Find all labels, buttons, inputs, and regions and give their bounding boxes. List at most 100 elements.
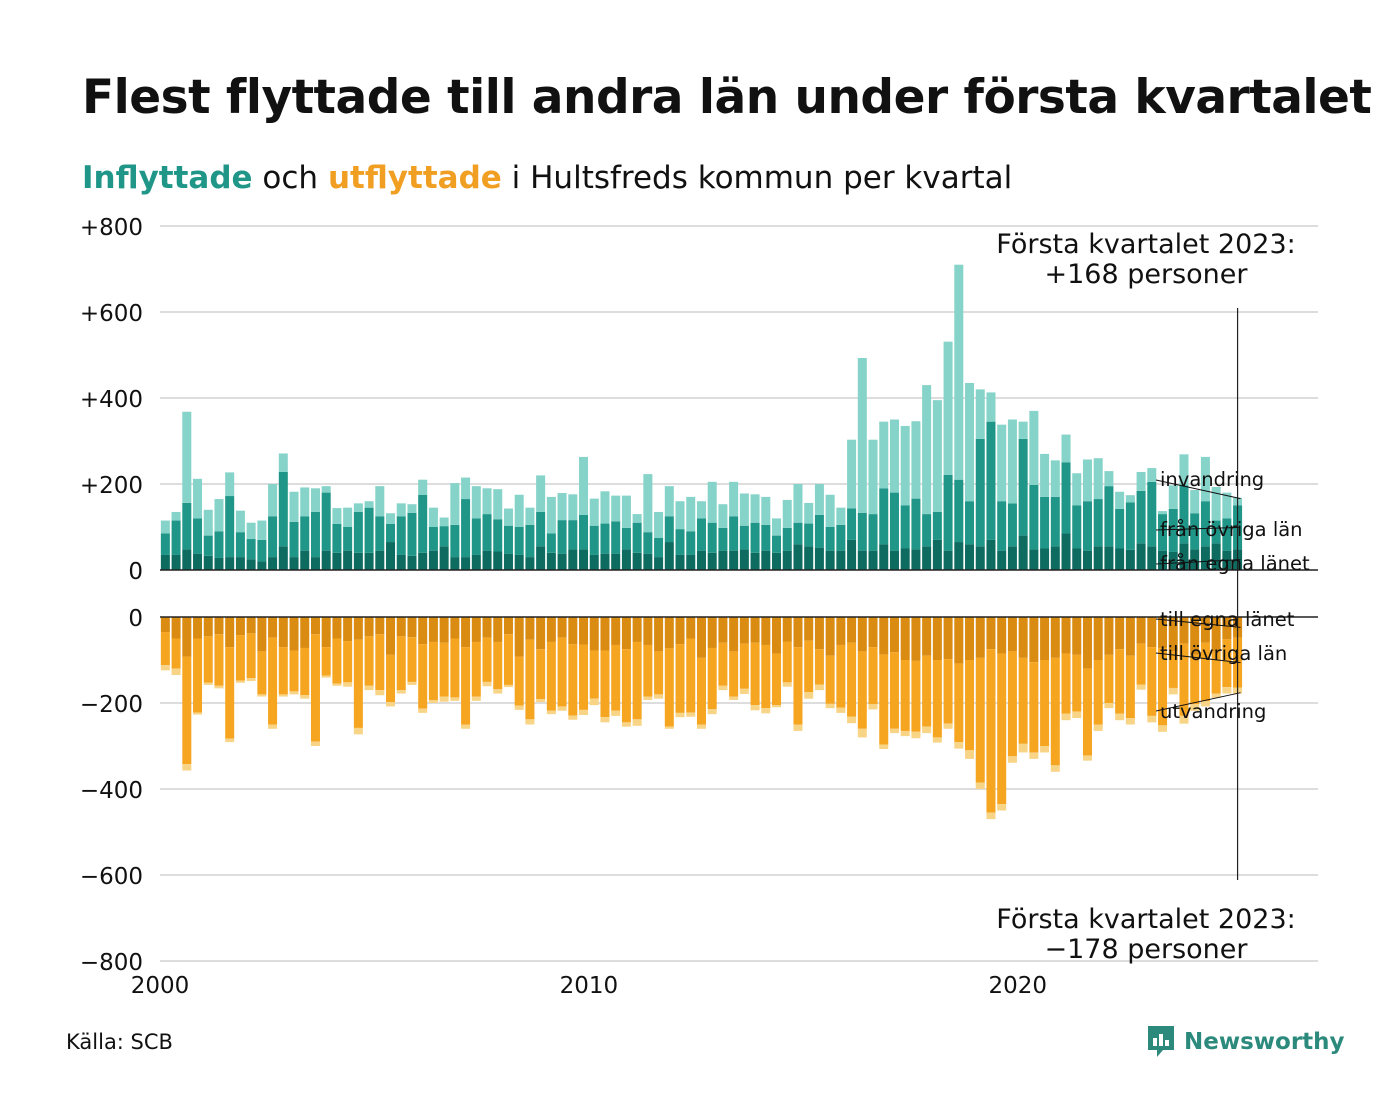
bar-in-segment (203, 555, 213, 570)
bar-out-segment (1082, 668, 1092, 756)
bar-in-segment (932, 511, 942, 540)
bar-out-segment (932, 737, 942, 743)
bar-out-segment (739, 617, 749, 644)
bar-in-segment (1179, 543, 1189, 570)
bar-out-segment (868, 704, 878, 710)
bar-in-segment (246, 539, 256, 560)
bar-in-segment (857, 512, 867, 551)
bar-in-segment (621, 527, 631, 550)
bar-out-segment (1190, 617, 1200, 655)
bar-in-segment (686, 531, 696, 555)
bar-in-segment (900, 548, 910, 570)
bar-in-segment (514, 494, 524, 527)
bar-out-segment (975, 617, 985, 658)
bar-in-segment (203, 535, 213, 556)
bar-out-segment (364, 636, 374, 686)
bar-out-segment (922, 655, 932, 727)
y-tick-label-bottom: −600 (80, 864, 143, 890)
bar-in-segment (225, 472, 235, 497)
bar-out-segment (1072, 711, 1082, 719)
bar-out-segment (793, 647, 803, 725)
bar-out-segment (761, 644, 771, 709)
bar-in-segment (278, 546, 288, 570)
bar-in-segment (965, 501, 975, 545)
bar-out-segment (568, 715, 578, 720)
bar-out-segment (278, 694, 288, 697)
bar-in-segment (471, 554, 481, 570)
bar-in-segment (879, 421, 889, 489)
bar-out-segment (193, 638, 203, 713)
bar-in-segment (1050, 546, 1060, 570)
bar-out-segment (1158, 725, 1168, 732)
bar-in-segment (193, 553, 203, 570)
bar-out-segment (1125, 655, 1135, 719)
bar-out-segment (482, 637, 492, 682)
bar-out-segment (428, 699, 438, 703)
bar-out-segment (1222, 639, 1232, 688)
bar-out-segment (1018, 657, 1028, 744)
bar-out-segment (386, 702, 396, 707)
bar-out-segment (171, 638, 181, 669)
bar-out-segment (857, 728, 867, 738)
bar-in-segment (418, 494, 428, 553)
bar-out-segment (300, 617, 310, 648)
bar-in-segment (353, 503, 363, 512)
bar-out-segment (900, 660, 910, 731)
bar-in-segment (1061, 434, 1071, 463)
bar-in-segment (375, 486, 385, 517)
bar-in-segment (257, 539, 267, 562)
bar-out-segment (193, 617, 203, 639)
bar-out-segment (1061, 617, 1071, 654)
bar-in-segment (793, 484, 803, 523)
bar-in-segment (546, 533, 556, 553)
bar-in-segment (696, 518, 706, 551)
bar-out-segment (289, 691, 299, 695)
bar-in-segment (503, 525, 513, 554)
bar-out-segment (525, 639, 535, 720)
bar-in-segment (514, 527, 524, 555)
bar-out-segment (847, 617, 857, 643)
bar-in-segment (235, 532, 245, 558)
bar-out-segment (718, 617, 728, 643)
bar-in-segment (428, 527, 438, 551)
bar-out-segment (257, 651, 267, 695)
bar-in-segment (1082, 501, 1092, 551)
bar-out-segment (825, 617, 835, 656)
bar-out-segment (611, 644, 621, 711)
bar-in-segment (289, 491, 299, 522)
bar-in-segment (889, 419, 899, 493)
bar-in-segment (289, 521, 299, 558)
bar-out-segment (879, 744, 889, 750)
bar-in-segment (557, 493, 567, 521)
bar-in-segment (503, 508, 513, 526)
bar-in-segment (772, 535, 782, 553)
bar-in-segment (557, 520, 567, 554)
bar-in-segment (1115, 548, 1125, 570)
bar-out-segment (814, 684, 824, 691)
bar-out-segment (911, 731, 921, 739)
bar-in-segment (1029, 549, 1039, 570)
bar-in-segment (814, 484, 824, 515)
series-label-bottom: utvandring (1160, 700, 1266, 723)
bar-in-segment (268, 557, 278, 570)
bar-out-segment (632, 617, 642, 642)
bar-out-segment (225, 647, 235, 739)
bar-out-segment (418, 617, 428, 645)
y-tick-label-top: 0 (128, 559, 143, 585)
bar-out-segment (321, 675, 331, 678)
bar-in-segment (997, 550, 1007, 570)
bar-in-segment (171, 511, 181, 521)
bar-out-segment (621, 649, 631, 723)
bar-in-segment (1104, 486, 1114, 547)
bar-in-segment (696, 550, 706, 570)
y-tick-label-bottom: 0 (128, 606, 143, 632)
bar-out-segment (182, 617, 192, 657)
source-note: Källa: SCB (66, 1030, 173, 1054)
bar-in-segment (235, 557, 245, 570)
bar-out-segment (975, 782, 985, 789)
bar-out-segment (450, 617, 460, 639)
bar-out-segment (514, 656, 524, 706)
bar-in-segment (321, 492, 331, 551)
brand-logo: Newsworthy (1146, 1024, 1345, 1060)
bar-in-segment (761, 550, 771, 570)
